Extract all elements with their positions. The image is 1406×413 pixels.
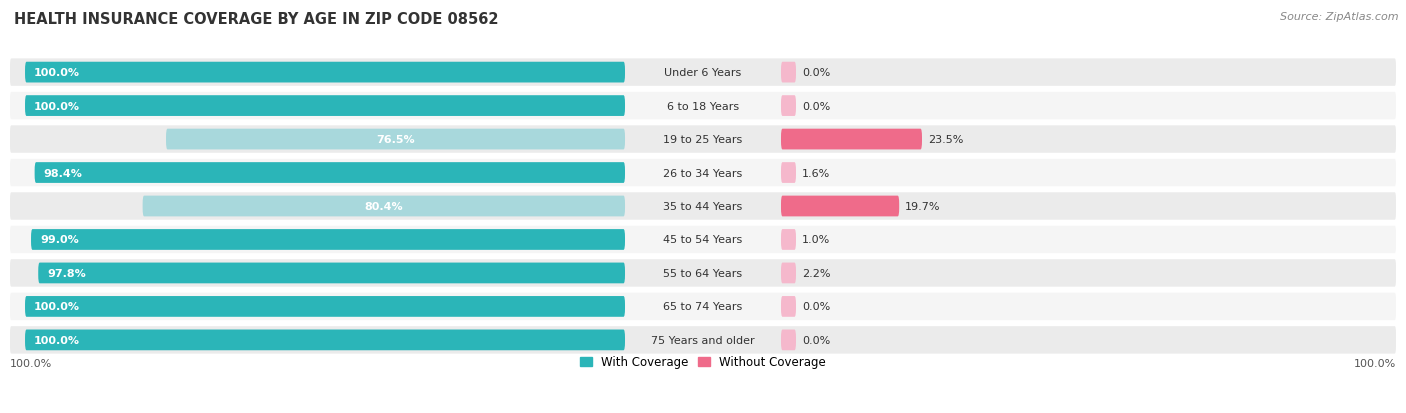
Text: 80.4%: 80.4%: [364, 202, 404, 211]
Text: 45 to 54 Years: 45 to 54 Years: [664, 235, 742, 245]
Text: 0.0%: 0.0%: [801, 335, 831, 345]
Text: 23.5%: 23.5%: [928, 135, 963, 145]
Text: 55 to 64 Years: 55 to 64 Years: [664, 268, 742, 278]
Text: 6 to 18 Years: 6 to 18 Years: [666, 101, 740, 112]
Text: 0.0%: 0.0%: [801, 301, 831, 312]
Text: 99.0%: 99.0%: [39, 235, 79, 245]
FancyBboxPatch shape: [780, 63, 796, 83]
Text: 1.0%: 1.0%: [801, 235, 831, 245]
Text: 75 Years and older: 75 Years and older: [651, 335, 755, 345]
FancyBboxPatch shape: [780, 196, 900, 217]
FancyBboxPatch shape: [780, 96, 796, 117]
Text: 19 to 25 Years: 19 to 25 Years: [664, 135, 742, 145]
FancyBboxPatch shape: [35, 163, 626, 183]
FancyBboxPatch shape: [25, 296, 626, 317]
FancyBboxPatch shape: [10, 126, 1396, 153]
Text: 0.0%: 0.0%: [801, 68, 831, 78]
Text: 26 to 34 Years: 26 to 34 Years: [664, 168, 742, 178]
FancyBboxPatch shape: [10, 59, 1396, 87]
FancyBboxPatch shape: [25, 330, 626, 350]
FancyBboxPatch shape: [10, 293, 1396, 320]
FancyBboxPatch shape: [780, 263, 796, 284]
FancyBboxPatch shape: [166, 129, 626, 150]
Text: 2.2%: 2.2%: [801, 268, 831, 278]
Text: 100.0%: 100.0%: [34, 101, 80, 112]
Text: 1.6%: 1.6%: [801, 168, 831, 178]
FancyBboxPatch shape: [10, 159, 1396, 187]
Text: 0.0%: 0.0%: [801, 101, 831, 112]
Text: 35 to 44 Years: 35 to 44 Years: [664, 202, 742, 211]
Text: 100.0%: 100.0%: [1354, 358, 1396, 368]
Text: Under 6 Years: Under 6 Years: [665, 68, 741, 78]
Text: 98.4%: 98.4%: [44, 168, 83, 178]
Text: 100.0%: 100.0%: [34, 68, 80, 78]
Text: Source: ZipAtlas.com: Source: ZipAtlas.com: [1281, 12, 1399, 22]
FancyBboxPatch shape: [38, 263, 626, 284]
Text: 97.8%: 97.8%: [48, 268, 86, 278]
FancyBboxPatch shape: [25, 63, 626, 83]
Text: 65 to 74 Years: 65 to 74 Years: [664, 301, 742, 312]
FancyBboxPatch shape: [780, 129, 922, 150]
Text: 100.0%: 100.0%: [34, 335, 80, 345]
FancyBboxPatch shape: [31, 230, 626, 250]
FancyBboxPatch shape: [10, 93, 1396, 120]
Text: 19.7%: 19.7%: [905, 202, 941, 211]
FancyBboxPatch shape: [10, 260, 1396, 287]
FancyBboxPatch shape: [142, 196, 626, 217]
FancyBboxPatch shape: [10, 326, 1396, 354]
Text: 100.0%: 100.0%: [10, 358, 52, 368]
Text: HEALTH INSURANCE COVERAGE BY AGE IN ZIP CODE 08562: HEALTH INSURANCE COVERAGE BY AGE IN ZIP …: [14, 12, 499, 27]
FancyBboxPatch shape: [10, 193, 1396, 220]
FancyBboxPatch shape: [780, 296, 796, 317]
FancyBboxPatch shape: [25, 96, 626, 117]
FancyBboxPatch shape: [10, 226, 1396, 254]
Text: 76.5%: 76.5%: [377, 135, 415, 145]
FancyBboxPatch shape: [780, 330, 796, 350]
Text: 100.0%: 100.0%: [34, 301, 80, 312]
Legend: With Coverage, Without Coverage: With Coverage, Without Coverage: [575, 351, 831, 373]
FancyBboxPatch shape: [780, 230, 796, 250]
FancyBboxPatch shape: [780, 163, 796, 183]
